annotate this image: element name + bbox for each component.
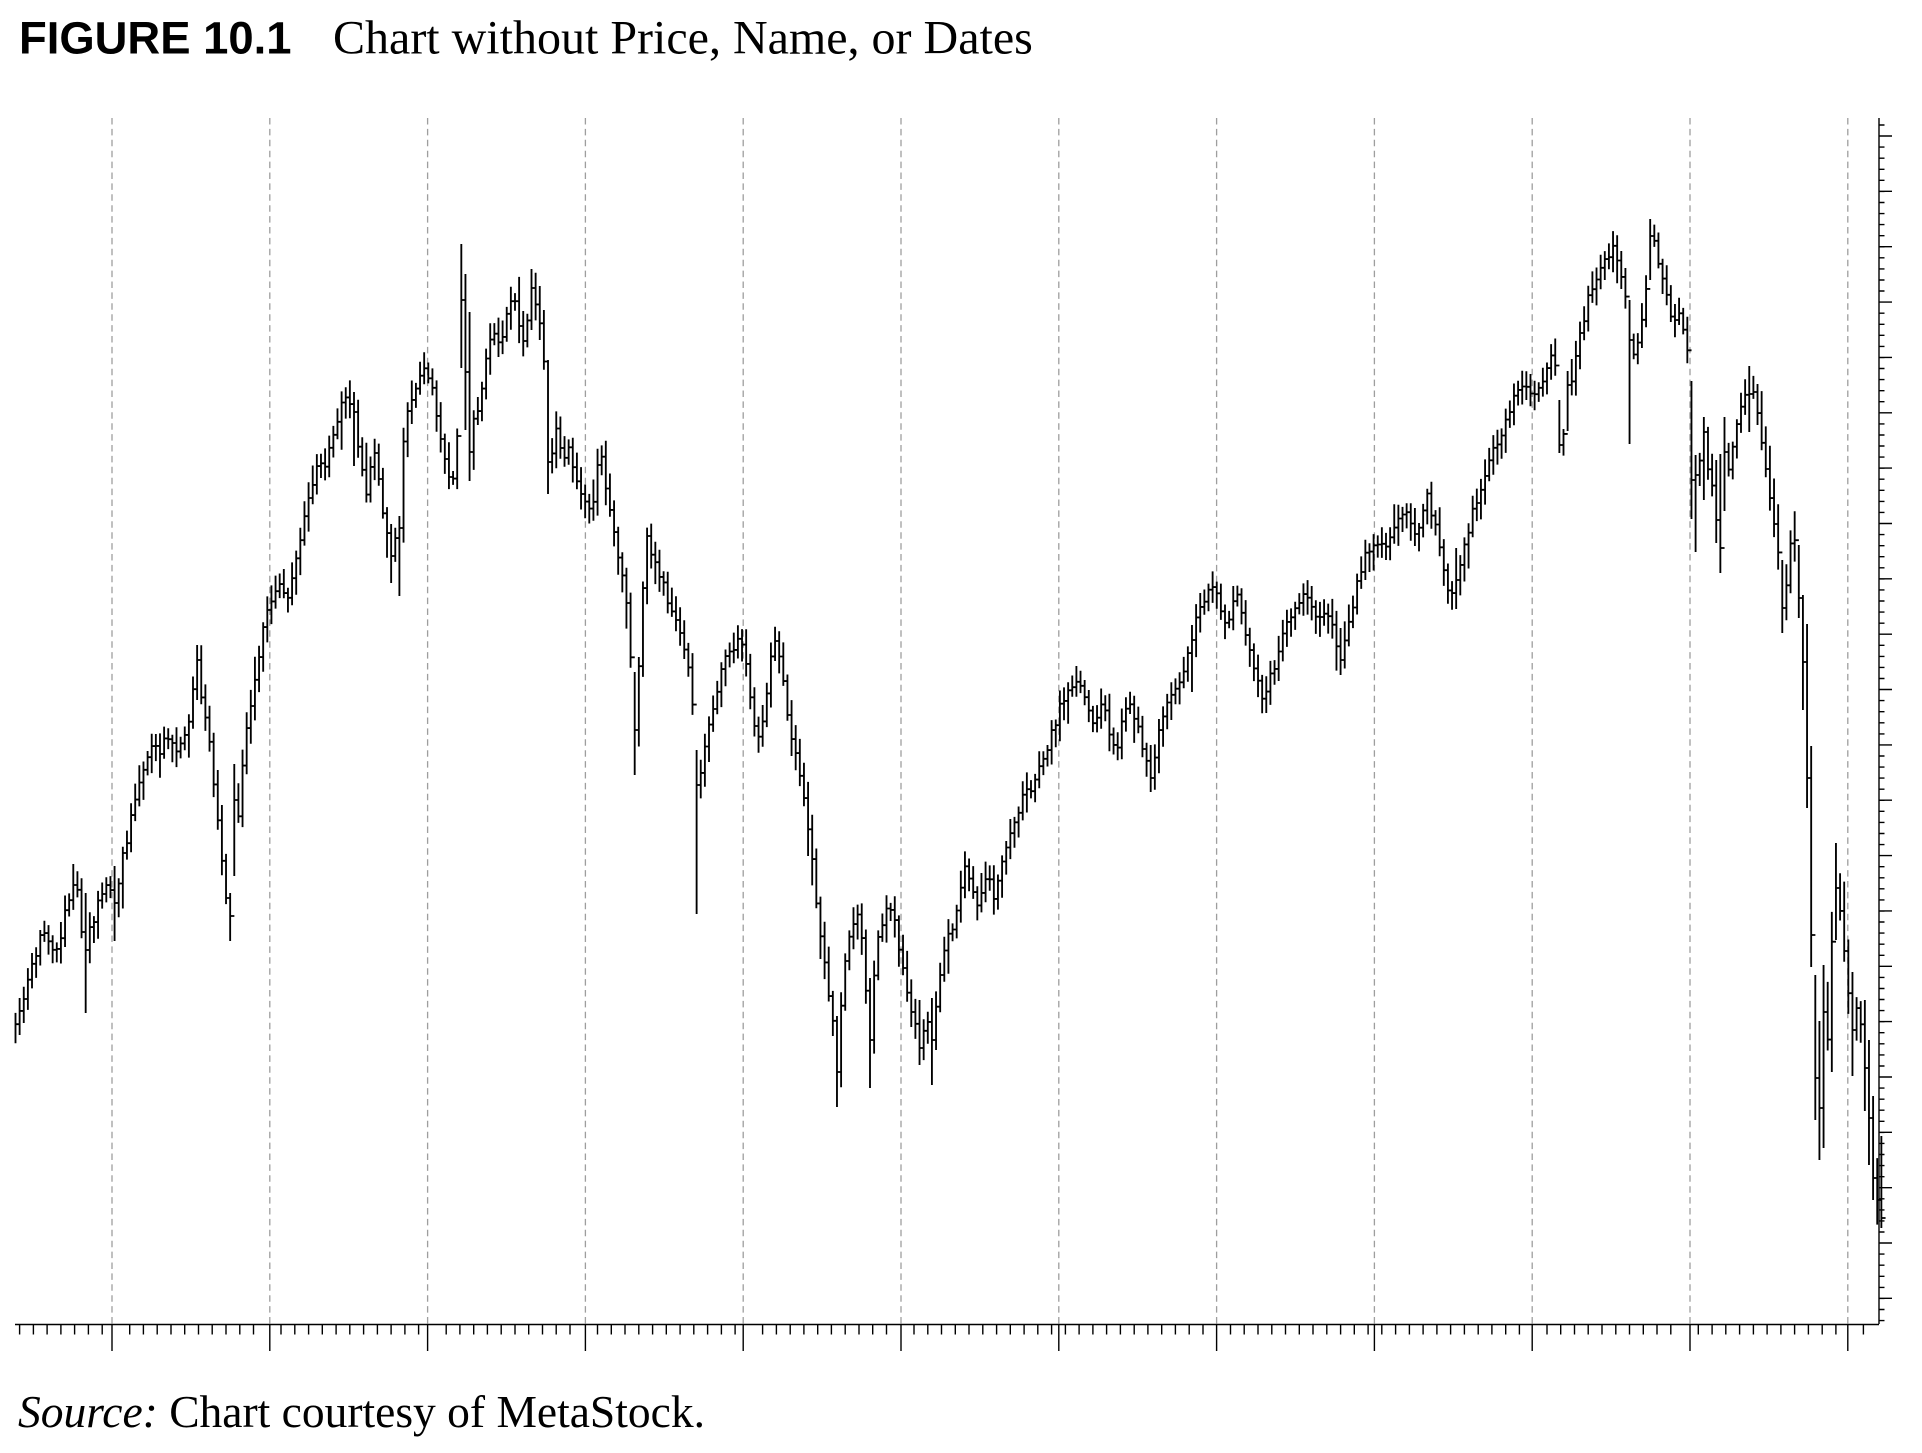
svg-text:Chart without Price, Name, or: Chart without Price, Name, or Dates	[333, 12, 1033, 65]
svg-text:Source: Chart courtesy of Meta: Source: Chart courtesy of MetaStock.	[18, 1386, 705, 1437]
svg-text:FIGURE 10.1: FIGURE 10.1	[19, 13, 291, 64]
